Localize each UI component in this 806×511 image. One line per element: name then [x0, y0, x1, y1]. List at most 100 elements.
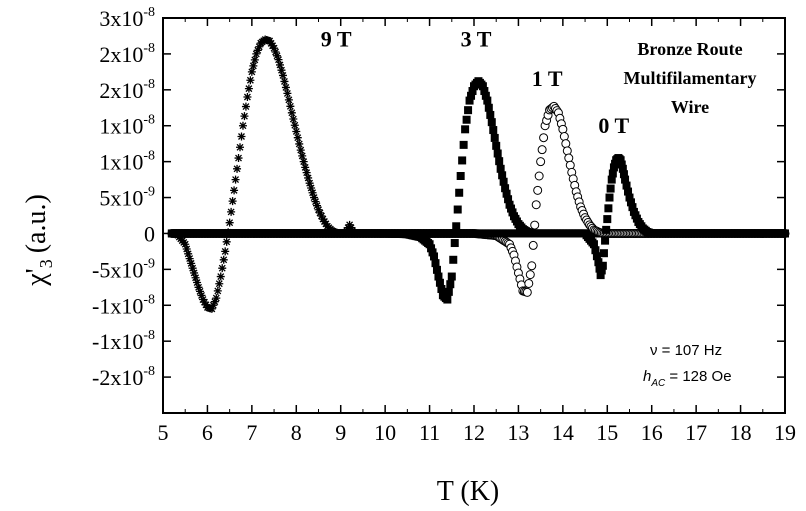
data-point-square [480, 87, 489, 96]
data-point-star [301, 163, 310, 172]
data-point-star [275, 60, 284, 69]
y-axis-subscript: 3 [36, 259, 56, 268]
data-point-star [252, 49, 261, 58]
data-point-square [428, 248, 437, 257]
frequency-parameter: ν = 107 Hz [650, 342, 722, 359]
data-point-square [592, 252, 601, 261]
data-point-square [624, 187, 633, 196]
data-point-square [447, 272, 456, 281]
data-point-circle [525, 270, 535, 280]
x-tick-label: 13 [507, 420, 529, 445]
data-point-star [292, 127, 301, 136]
data-point-star [221, 247, 230, 256]
data-point-square [597, 266, 606, 275]
data-point-star [249, 61, 258, 70]
data-point-star [198, 295, 207, 304]
data-point-square [490, 133, 499, 142]
data-point-star [185, 254, 194, 263]
data-point-star [215, 279, 224, 288]
data-point-square [599, 249, 608, 258]
data-point-square [498, 171, 507, 180]
y-tick-label: 1x10-8 [99, 149, 155, 175]
y-axis-symbol: χ' [21, 268, 52, 286]
data-point-square [452, 222, 461, 231]
series-label: 3 T [461, 27, 492, 52]
data-point-star [243, 93, 252, 101]
data-point-square [606, 184, 615, 193]
data-point-square [598, 261, 607, 270]
y-tick-label: 1x10-8 [99, 113, 155, 139]
data-point-circle [565, 160, 575, 170]
field-parameter: hAC = 128 Oe [643, 368, 732, 389]
annotation-line-3: Wire [671, 97, 709, 117]
annotation-line-1: Bronze Route [637, 39, 742, 59]
x-tick-label: 12 [463, 420, 485, 445]
data-point-square [427, 244, 436, 253]
data-point-star [277, 66, 286, 75]
annotation-line-2: Multifilamentary [624, 68, 757, 88]
data-point-square [458, 156, 467, 165]
x-tick-label: 7 [246, 420, 257, 445]
data-point-square [622, 181, 631, 190]
data-point-square [493, 149, 502, 158]
y-tick-label: -2x10-8 [92, 364, 155, 390]
data-point-star [209, 301, 218, 310]
data-point-star [210, 297, 219, 306]
data-point-star [314, 205, 323, 214]
data-point-star [295, 139, 304, 148]
x-tick-label: 5 [158, 420, 169, 445]
series-labels: 9 T 3 T 1 T 0 T [321, 27, 630, 138]
data-point-star [308, 188, 317, 197]
x-tick-label: 6 [202, 420, 213, 445]
data-point-square [495, 157, 504, 166]
data-point-square [621, 175, 630, 184]
data-point-star [296, 146, 305, 155]
data-point-star [241, 102, 250, 111]
data-point-square [465, 96, 474, 105]
data-point-star [225, 218, 234, 227]
series-label: 9 T [321, 27, 352, 52]
y-axis-title: χ'3 (a.u.) [21, 194, 56, 287]
data-point-square [619, 170, 628, 179]
x-tick-label: 11 [419, 420, 440, 445]
data-point-star [250, 55, 259, 64]
data-point-star [255, 42, 264, 51]
data-point-circle [534, 171, 544, 181]
data-point-square [486, 110, 495, 119]
data-point-circle [539, 133, 549, 143]
data-point-star [238, 121, 247, 130]
data-point-square [456, 172, 465, 180]
data-point-star [287, 108, 296, 117]
data-point-star [218, 264, 227, 273]
data-point-star [184, 249, 193, 258]
data-point-square [492, 141, 501, 150]
data-point-square [608, 169, 617, 178]
x-tick-label: 9 [335, 420, 346, 445]
data-point-square [478, 82, 487, 91]
data-marks [167, 35, 790, 313]
data-point-star [231, 175, 240, 184]
data-point-square [502, 189, 511, 198]
data-point-star [244, 84, 253, 93]
data-point-star [313, 201, 322, 210]
data-point-square [489, 126, 498, 135]
data-point-square [434, 272, 443, 281]
data-point-square [625, 193, 634, 202]
series-label: 0 T [598, 113, 629, 138]
data-point-square [605, 193, 614, 202]
data-point-star [307, 183, 316, 192]
data-point-star [222, 237, 231, 246]
data-point-star [188, 264, 197, 273]
data-point-star [207, 304, 216, 313]
data-point-square [602, 225, 611, 234]
data-point-square [617, 160, 626, 169]
data-point-square [453, 205, 462, 214]
data-point-square [496, 164, 505, 173]
y-tick-label: -1x10-8 [92, 292, 155, 318]
data-point-star [216, 272, 225, 281]
data-point-square [601, 236, 610, 245]
data-point-star [197, 291, 206, 300]
data-point-star [304, 173, 313, 182]
data-point-star [283, 89, 292, 98]
data-point-star [289, 115, 298, 124]
